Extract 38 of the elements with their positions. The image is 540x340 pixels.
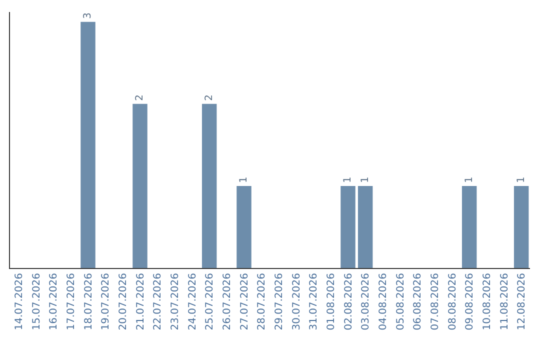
x-tick-label: 02.08.2026 [343,273,354,330]
data-label: 1 [516,176,527,183]
x-tick-label: 14.07.2026 [14,273,25,330]
x-tick-label: 27.07.2026 [239,273,250,330]
x-tick-label: 09.08.2026 [464,273,476,330]
x-tick-label: 16.07.2026 [48,273,60,330]
x-tick-label: 20.07.2026 [118,273,129,330]
data-label: 2 [134,94,146,101]
x-tick-label: 05.08.2026 [395,273,406,330]
x-tick-label: 26.07.2026 [222,273,233,330]
x-tick-label: 08.08.2026 [447,273,458,330]
x-tick-label: 06.08.2026 [412,273,424,330]
x-tick-label: 24.07.2026 [187,273,198,330]
x-tick-label: 03.08.2026 [360,273,372,330]
x-tick-label: 22.07.2026 [152,273,164,330]
x-tick-label: 19.07.2026 [100,273,112,330]
x-tick-label: 01.08.2026 [326,273,337,330]
data-label: 1 [360,176,371,183]
x-tick-label: 29.07.2026 [274,273,285,330]
x-tick-label: 11.08.2026 [499,273,510,330]
data-label: 1 [238,176,250,183]
data-label: 1 [464,176,475,183]
x-tick-label: 10.08.2026 [482,273,493,330]
x-tick-label: 17.07.2026 [66,273,77,330]
x-tick-label: 12.08.2026 [516,273,528,330]
data-label: 2 [204,94,215,101]
x-tick-label: 28.07.2026 [256,273,268,330]
data-label: 3 [82,12,94,19]
x-tick-label: 15.07.2026 [31,273,42,330]
x-tick-label: 04.08.2026 [378,273,389,330]
x-tick-label: 18.07.2026 [83,273,94,330]
x-tick-label: 31.07.2026 [308,273,320,330]
x-tick-label: 30.07.2026 [291,273,302,330]
data-label: 1 [342,176,354,183]
x-tick-label: 23.07.2026 [170,273,181,330]
x-tick-label: 25.07.2026 [204,273,216,330]
x-tick-label: 21.07.2026 [135,273,146,330]
x-tick-label: 07.08.2026 [430,273,441,330]
